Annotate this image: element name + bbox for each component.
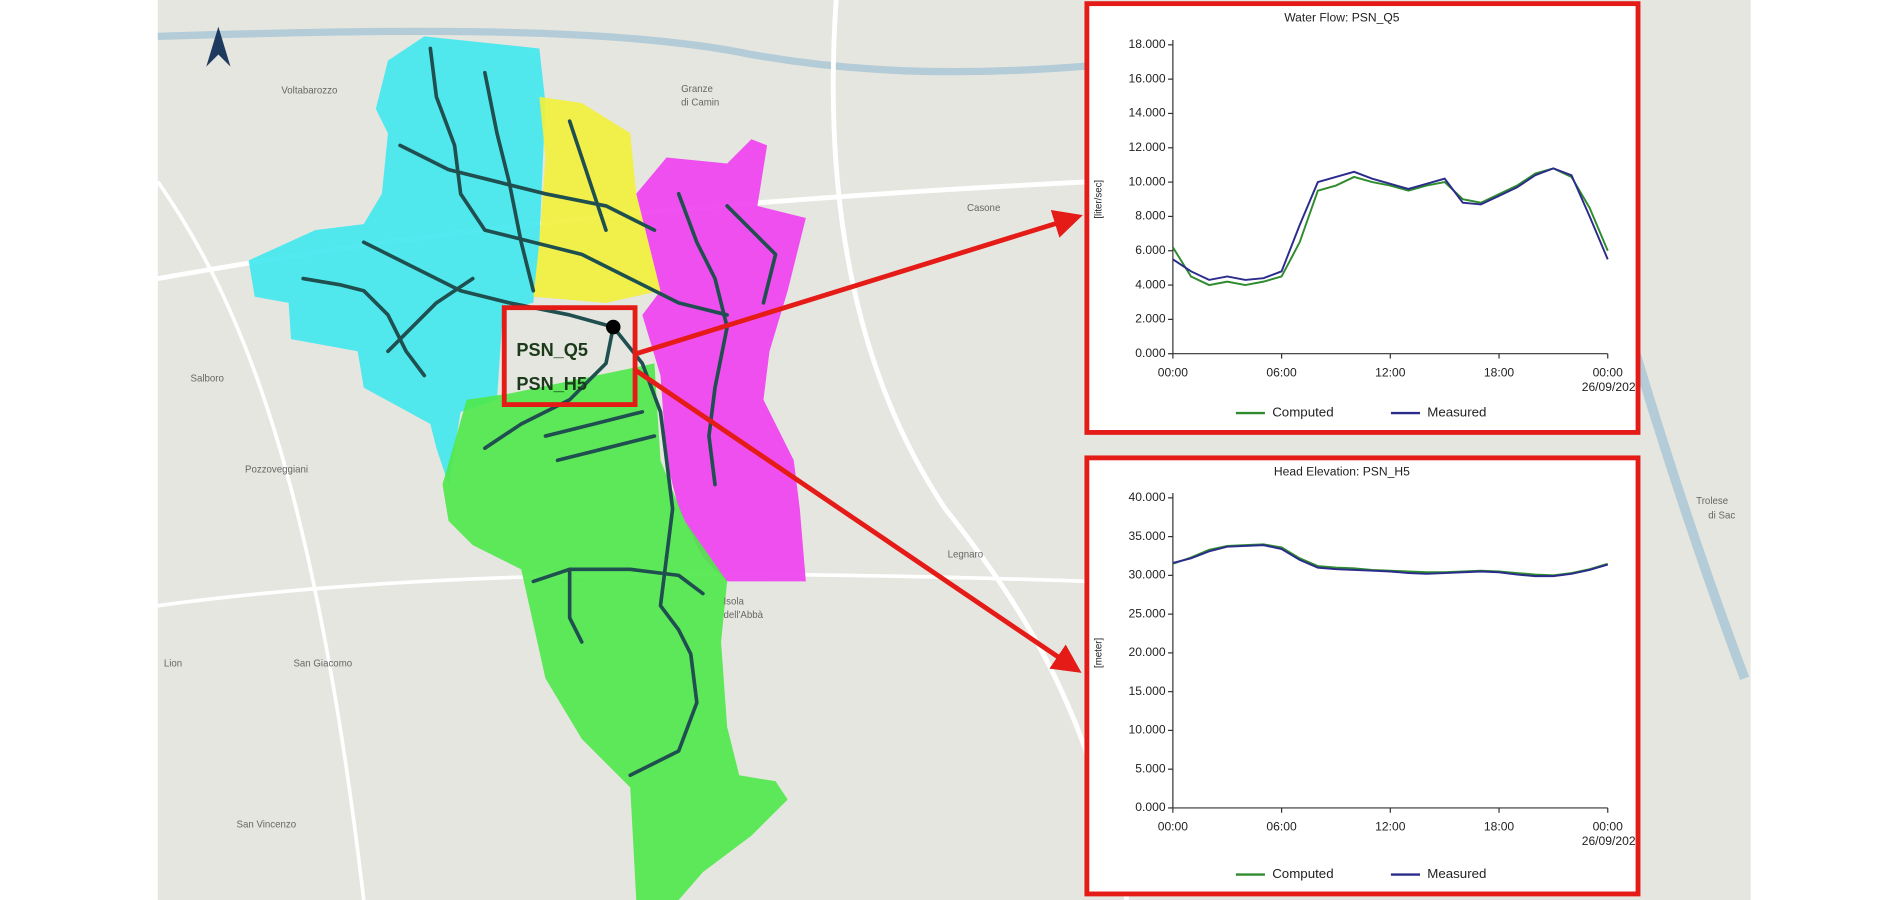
place-label: Casone	[967, 203, 1000, 214]
place-label: Voltabarozzo	[281, 85, 337, 96]
place-label: Isola	[723, 597, 744, 608]
x-tick-label: 06:00	[1266, 365, 1297, 379]
y-tick-label: 25.000	[1129, 606, 1166, 620]
pipe	[398, 143, 657, 232]
road	[830, 0, 1130, 900]
y-tick-label: 18.000	[1129, 37, 1166, 51]
pipe	[628, 555, 699, 778]
place-label: Pozzoveggiani	[245, 465, 308, 476]
charts: Water Flow: PSN_Q5 [liter/sec] 0.000 2.000 4…	[1084, 1, 1641, 897]
marker-label: PSN_H5	[516, 374, 587, 394]
place-label: San Vincenzo	[237, 819, 297, 830]
arrow	[635, 209, 1083, 357]
x-tick-label: 18:00	[1484, 365, 1515, 379]
y-axis-label: [meter]	[1094, 638, 1105, 668]
y-tick-label: 16.000	[1129, 71, 1166, 85]
sensor-point	[605, 319, 621, 335]
place-label: dell'Abbà	[723, 610, 763, 621]
legend-label: Computed	[1272, 405, 1333, 420]
y-tick-label: 20.000	[1129, 645, 1166, 659]
x-tick-label: 00:00	[1593, 820, 1624, 834]
y-tick-label: 14.000	[1129, 106, 1166, 120]
north-arrow	[206, 26, 231, 67]
pipe	[567, 119, 608, 232]
y-tick-label: 12.000	[1129, 140, 1166, 154]
date-annotation: 26/09/202	[1582, 834, 1636, 848]
data-line	[1172, 544, 1609, 578]
highlight-box	[501, 305, 638, 407]
chart: Head Elevation: PSN_H5 [meter] 0.000 5.000 1…	[1084, 455, 1641, 897]
road	[156, 180, 366, 900]
place-label: Trolese	[1696, 496, 1728, 507]
y-tick-label: 10.000	[1129, 723, 1166, 737]
x-tick-label: 12:00	[1375, 820, 1406, 834]
y-tick-label: 0.000	[1135, 800, 1166, 814]
chart: Water Flow: PSN_Q5 [liter/sec] 0.000 2.000 4…	[1084, 1, 1641, 435]
y-tick-label: 5.000	[1135, 761, 1166, 775]
legend-label: Measured	[1427, 866, 1486, 881]
place-label: di Camin	[681, 98, 719, 109]
y-tick-label: 0.000	[1135, 346, 1166, 360]
pipe	[531, 567, 705, 596]
pipe	[483, 70, 536, 293]
pipe	[386, 276, 475, 354]
y-tick-label: 8.000	[1135, 209, 1166, 223]
data-line	[1172, 167, 1609, 287]
legend-label: Measured	[1427, 405, 1486, 420]
data-line	[1172, 167, 1609, 281]
x-tick-label: 00:00	[1593, 365, 1624, 379]
y-axis-label: [liter/sec]	[1094, 180, 1105, 219]
y-tick-label: 15.000	[1129, 684, 1166, 698]
y-tick-label: 2.000	[1135, 312, 1166, 326]
x-tick-label: 00:00	[1158, 820, 1189, 834]
chart-title: Head Elevation: PSN_H5	[1274, 465, 1410, 479]
y-tick-label: 6.000	[1135, 243, 1166, 257]
x-tick-label: 00:00	[1158, 365, 1189, 379]
chart-panel	[1084, 455, 1641, 897]
zone-green	[442, 363, 788, 900]
pipe	[725, 204, 778, 305]
chart-title: Water Flow: PSN_Q5	[1284, 10, 1400, 24]
place-label: Legnaro	[948, 549, 984, 560]
chart-panel	[1084, 1, 1641, 435]
place-labels: Voltabarozzo Granze di Camin Casone Salboro P…	[164, 84, 1735, 830]
place-label: Granze	[681, 84, 713, 95]
date-annotation: 26/09/202	[1582, 380, 1636, 394]
pipe	[567, 567, 584, 644]
x-tick-label: 06:00	[1266, 820, 1297, 834]
place-label: Salboro	[191, 374, 224, 385]
x-tick-label: 12:00	[1375, 365, 1406, 379]
place-label: Lion	[164, 658, 182, 669]
pipe	[301, 276, 427, 378]
y-tick-label: 35.000	[1129, 529, 1166, 543]
pipe	[428, 46, 729, 317]
y-tick-label: 30.000	[1129, 568, 1166, 582]
y-tick-label: 40.000	[1129, 490, 1166, 504]
pipe	[555, 434, 657, 463]
y-tick-label: 10.000	[1129, 174, 1166, 188]
y-tick-label: 4.000	[1135, 277, 1166, 291]
place-label: di Sac	[1708, 511, 1735, 522]
pipe	[543, 410, 645, 438]
place-label: San Giacomo	[293, 658, 352, 669]
marker-label: PSN_Q5	[516, 340, 588, 360]
pipe	[361, 240, 616, 329]
arrow	[634, 368, 1082, 673]
legend-label: Computed	[1272, 866, 1333, 881]
pipe	[483, 325, 616, 451]
x-tick-label: 18:00	[1484, 820, 1515, 834]
